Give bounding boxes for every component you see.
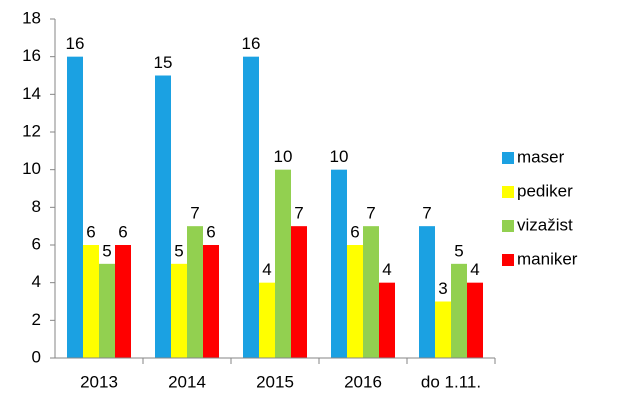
data-label: 7 (190, 204, 199, 223)
y-tick-label: 14 (22, 84, 41, 103)
legend-label: maser (517, 147, 565, 166)
data-label: 6 (86, 222, 95, 241)
bar (275, 169, 291, 358)
data-label: 6 (206, 222, 215, 241)
data-label: 4 (382, 260, 391, 279)
data-label: 10 (330, 147, 349, 166)
data-label: 6 (118, 222, 127, 241)
bar (379, 282, 395, 358)
bar (363, 226, 379, 358)
legend-swatch (502, 152, 514, 164)
x-tick-label: 2013 (80, 372, 118, 391)
data-label: 10 (274, 147, 293, 166)
x-tick-label: 2016 (344, 372, 382, 391)
legend-swatch (502, 254, 514, 266)
bar (467, 282, 483, 358)
bar (243, 56, 259, 359)
data-label: 7 (366, 204, 375, 223)
bar (67, 56, 83, 359)
data-label: 4 (470, 260, 479, 279)
y-tick-label: 2 (32, 310, 41, 329)
y-tick-label: 4 (32, 272, 41, 291)
data-label: 15 (154, 53, 173, 72)
bar (347, 245, 363, 358)
data-label: 3 (438, 279, 447, 298)
bar (99, 263, 115, 358)
legend-label: pediker (517, 181, 573, 200)
data-label: 16 (66, 34, 85, 53)
data-label: 7 (294, 204, 303, 223)
bar (203, 245, 219, 358)
data-label: 7 (422, 204, 431, 223)
y-tick-label: 0 (32, 347, 41, 366)
data-label: 6 (350, 222, 359, 241)
data-label: 16 (242, 34, 261, 53)
bar (155, 75, 171, 358)
bar (83, 245, 99, 358)
bar (259, 282, 275, 358)
y-tick-label: 8 (32, 197, 41, 216)
legend-label: maniker (517, 249, 578, 268)
data-label: 4 (262, 260, 271, 279)
x-tick-label: do 1.11. (421, 372, 481, 391)
legend-swatch (502, 220, 514, 232)
bar (187, 226, 203, 358)
y-tick-label: 6 (32, 234, 41, 253)
y-tick-label: 16 (22, 46, 41, 65)
bar (331, 169, 347, 358)
x-tick-label: 2014 (168, 372, 206, 391)
legend-swatch (502, 186, 514, 198)
y-tick-label: 10 (22, 159, 41, 178)
bar (115, 245, 131, 358)
data-label: 5 (454, 241, 463, 260)
legend-label: vizažist (517, 215, 573, 234)
bar (291, 226, 307, 358)
bar (451, 263, 467, 358)
x-tick-label: 2015 (256, 372, 294, 391)
data-label: 5 (174, 241, 183, 260)
bar (171, 263, 187, 358)
data-label: 5 (102, 241, 111, 260)
bar (435, 301, 451, 358)
y-tick-label: 12 (22, 121, 41, 140)
y-tick-label: 18 (22, 8, 41, 27)
bar (419, 226, 435, 358)
